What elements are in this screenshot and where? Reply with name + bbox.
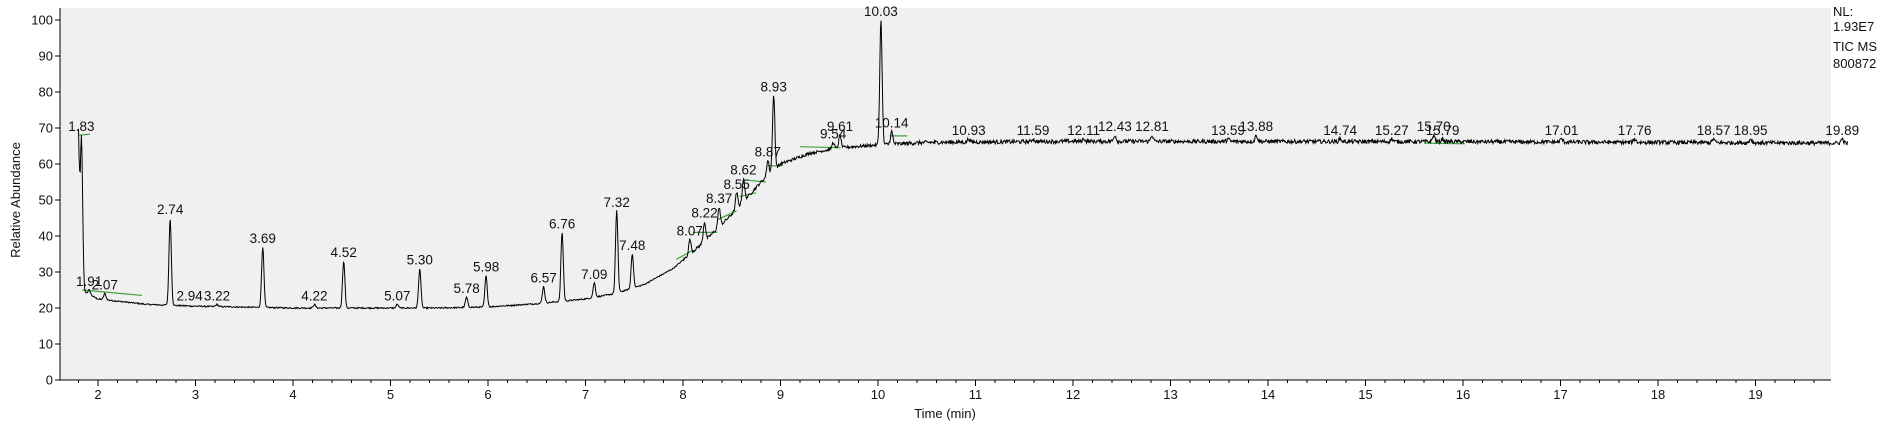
y-tick-label: 30 xyxy=(39,265,53,280)
integration-baseline-segment xyxy=(82,289,142,296)
x-tick-label: 3 xyxy=(192,387,199,402)
y-tick-label: 20 xyxy=(39,301,53,316)
peak-label: 1.83 xyxy=(68,119,94,134)
peak-label: 8.93 xyxy=(761,80,787,95)
x-tick-label: 12 xyxy=(1066,387,1080,402)
plot-background xyxy=(60,8,1831,380)
x-tick-label: 9 xyxy=(777,387,784,402)
peak-label: 2.94 xyxy=(176,288,203,303)
peak-label: 7.09 xyxy=(581,267,607,282)
peak-label: 1.91 xyxy=(76,274,102,289)
x-axis-title: Time (min) xyxy=(914,406,976,421)
info-line-sample-id: 800872 xyxy=(1833,56,1876,71)
y-tick-label: 50 xyxy=(39,193,53,208)
peak-label: 12.81 xyxy=(1135,119,1169,134)
x-tick-label: 5 xyxy=(387,387,394,402)
peak-label: 15.27 xyxy=(1375,123,1409,138)
peak-label: 15.79 xyxy=(1426,123,1460,138)
y-tick-label: 10 xyxy=(39,337,53,352)
peak-label: 2.07 xyxy=(92,278,118,293)
tic-trace xyxy=(78,20,1848,310)
x-tick-label: 13 xyxy=(1163,387,1177,402)
peak-label: 10.93 xyxy=(952,123,986,138)
peak-label: 18.57 xyxy=(1697,123,1731,138)
peak-label: 10.14 xyxy=(875,116,909,131)
peak-label: 8.22 xyxy=(691,206,717,221)
peak-label: 9.61 xyxy=(827,119,853,134)
y-tick-label: 60 xyxy=(39,157,53,172)
y-axis-title: Relative Abundance xyxy=(8,142,23,258)
info-line-scan-type: TIC MS xyxy=(1833,39,1877,54)
x-tick-label: 8 xyxy=(679,387,686,402)
info-block: NL: 1.93E7 TIC MS 800872 xyxy=(1833,4,1877,71)
peak-label: 10.03 xyxy=(864,4,898,19)
peak-label: 3.69 xyxy=(250,231,276,246)
y-tick-label: 80 xyxy=(39,85,53,100)
peak-label: 17.76 xyxy=(1618,123,1652,138)
peak-label: 6.57 xyxy=(530,270,556,285)
peak-label: 5.98 xyxy=(473,260,499,275)
peak-label: 12.11 xyxy=(1067,123,1100,138)
peak-label: 5.07 xyxy=(384,288,410,303)
peak-label: 2.74 xyxy=(157,202,184,217)
y-ticks: 0 10 20 30 40 50 60 70 80 90 100 xyxy=(31,13,60,388)
peak-label: 8.37 xyxy=(706,191,732,206)
x-tick-label: 6 xyxy=(484,387,491,402)
integration-baseline-segment xyxy=(78,133,91,136)
x-tick-label: 19 xyxy=(1748,387,1762,402)
y-tick-label: 90 xyxy=(39,49,53,64)
peak-label: 4.52 xyxy=(331,245,357,260)
info-line-nl-value: 1.93E7 xyxy=(1833,19,1874,34)
x-tick-label: 10 xyxy=(871,387,885,402)
integration-baseline-segment xyxy=(747,179,766,183)
peak-label: 15.70 xyxy=(1417,119,1451,134)
peak-label: 8.62 xyxy=(730,162,756,177)
peak-label: 8.07 xyxy=(677,224,703,239)
integration-baseline-segment xyxy=(675,249,694,260)
x-tick-label: 15 xyxy=(1358,387,1372,402)
y-tick-label: 0 xyxy=(46,373,53,388)
peak-label: 4.22 xyxy=(301,288,327,303)
y-tick-label: 100 xyxy=(31,13,53,28)
peak-label: 13.88 xyxy=(1239,119,1273,134)
peak-label: 7.32 xyxy=(604,195,630,210)
x-tick-label: 4 xyxy=(289,387,296,402)
x-tick-label: 2 xyxy=(94,387,101,402)
peak-label: 5.30 xyxy=(407,252,433,267)
peak-label: 19.89 xyxy=(1825,123,1859,138)
x-ticks: 2 3 4 5 6 7 8 9 10 11 12 13 14 15 16 17 18 19 xyxy=(78,380,1815,402)
info-line-normalization: NL: xyxy=(1833,4,1853,19)
x-tick-label: 7 xyxy=(582,387,589,402)
peak-label: 3.22 xyxy=(204,288,230,303)
peak-label: 11.59 xyxy=(1017,123,1050,138)
x-tick-label: 16 xyxy=(1456,387,1470,402)
peak-label: 8.55 xyxy=(723,177,749,192)
peak-label: 7.48 xyxy=(619,238,645,253)
x-tick-label: 14 xyxy=(1261,387,1275,402)
peak-label: 14.74 xyxy=(1323,123,1357,138)
peak-label: 12.43 xyxy=(1098,119,1132,134)
y-tick-label: 70 xyxy=(39,121,53,136)
peak-label: 18.95 xyxy=(1734,123,1768,138)
trace-layer xyxy=(78,20,1848,310)
x-tick-label: 11 xyxy=(969,387,983,402)
peak-label: 8.87 xyxy=(755,144,781,159)
peak-label: 5.78 xyxy=(453,281,479,296)
integration-baseline-segment xyxy=(799,146,841,149)
y-tick-label: 40 xyxy=(39,229,53,244)
peak-labels: 1.83 1.912.07 2.74 2.94 3.22 3.69 4.22 4.52 5.07… xyxy=(68,4,1859,303)
peak-label: 17.01 xyxy=(1545,123,1579,138)
peak-label: 6.76 xyxy=(549,216,575,231)
peak-label: 9.54 xyxy=(820,126,847,141)
x-tick-label: 17 xyxy=(1553,387,1567,402)
peak-label: 13.59 xyxy=(1211,123,1245,138)
x-tick-label: 18 xyxy=(1651,387,1665,402)
